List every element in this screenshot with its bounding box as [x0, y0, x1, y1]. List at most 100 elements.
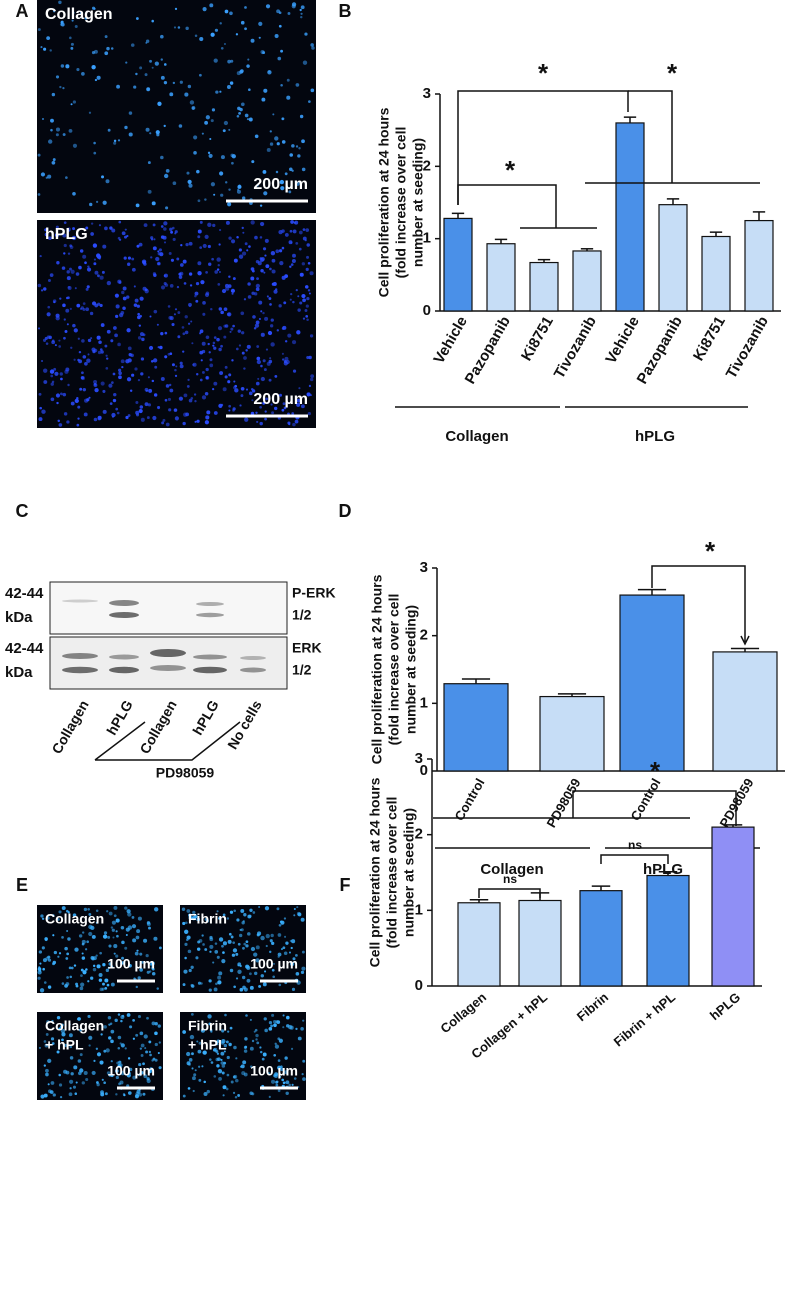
- nucleus: [184, 315, 188, 319]
- nucleus: [152, 223, 156, 227]
- nucleus: [220, 310, 224, 315]
- nucleus: [116, 84, 120, 89]
- nucleus: [67, 937, 71, 941]
- nucleus: [267, 70, 272, 75]
- nucleus: [196, 917, 201, 922]
- nucleus: [194, 914, 198, 919]
- nucleus: [304, 285, 309, 289]
- nucleus: [290, 263, 294, 266]
- nucleus: [265, 348, 269, 351]
- nucleus: [245, 388, 249, 391]
- nucleus: [126, 1073, 131, 1078]
- nucleus: [284, 935, 287, 938]
- nucleus: [92, 243, 98, 248]
- nucleus: [74, 287, 77, 290]
- y-tick-label: 2: [415, 826, 423, 843]
- nucleus: [189, 1034, 195, 1040]
- significance-label: ns: [628, 838, 642, 852]
- nucleus: [222, 913, 226, 917]
- nucleus: [157, 252, 161, 256]
- nucleus: [105, 354, 108, 357]
- nucleus: [266, 295, 269, 298]
- nucleus: [153, 309, 158, 314]
- nucleus: [94, 270, 99, 275]
- nucleus: [235, 977, 239, 980]
- nucleus: [256, 277, 259, 281]
- nucleus: [264, 316, 269, 321]
- nucleus: [191, 105, 196, 110]
- nucleus: [205, 367, 209, 372]
- nucleus: [96, 335, 101, 340]
- nucleus: [238, 248, 242, 252]
- nucleus: [178, 396, 184, 401]
- nucleus: [194, 291, 199, 296]
- nucleus: [237, 106, 241, 111]
- nucleus: [140, 1070, 144, 1075]
- nucleus: [221, 1071, 225, 1075]
- nucleus: [225, 220, 230, 225]
- nucleus: [295, 972, 300, 976]
- nucleus: [251, 291, 255, 295]
- nucleus: [148, 1069, 152, 1074]
- nucleus: [309, 394, 312, 397]
- nucleus: [223, 1043, 228, 1048]
- nucleus: [141, 337, 145, 342]
- nucleus: [253, 292, 258, 296]
- nucleus: [99, 275, 104, 280]
- nucleus: [269, 939, 273, 943]
- nucleus: [295, 1027, 298, 1031]
- nucleus: [186, 935, 191, 940]
- nucleus: [106, 983, 110, 987]
- nucleus: [236, 114, 240, 118]
- nucleus: [150, 961, 155, 966]
- nucleus: [263, 88, 268, 93]
- nucleus: [198, 1065, 201, 1068]
- nucleus: [119, 1065, 123, 1069]
- nucleus: [136, 929, 141, 934]
- nucleus: [147, 189, 152, 194]
- nucleus: [266, 147, 271, 152]
- nucleus: [62, 133, 66, 137]
- nucleus: [157, 262, 161, 266]
- nucleus: [80, 968, 84, 972]
- nucleus: [88, 924, 93, 930]
- nucleus: [300, 5, 305, 10]
- nucleus: [255, 1038, 258, 1041]
- nucleus: [86, 940, 90, 944]
- nucleus: [153, 358, 158, 363]
- nucleus: [305, 304, 309, 308]
- nucleus: [205, 376, 209, 380]
- nucleus: [290, 1047, 294, 1050]
- nucleus: [197, 261, 202, 266]
- scale-label: 100 µm: [250, 1063, 298, 1079]
- nucleus: [200, 280, 205, 285]
- nucleus: [115, 1069, 119, 1073]
- nucleus: [123, 256, 127, 260]
- nucleus: [310, 88, 315, 93]
- nucleus: [133, 303, 138, 307]
- nucleus: [204, 948, 208, 951]
- significance-bracket: [651, 565, 750, 646]
- nucleus: [199, 332, 202, 335]
- nucleus: [114, 1018, 118, 1023]
- nucleus: [285, 1015, 290, 1020]
- nucleus: [248, 972, 252, 976]
- nucleus: [241, 921, 245, 925]
- nucleus: [193, 135, 198, 140]
- nucleus: [108, 1036, 112, 1040]
- nucleus: [234, 1096, 238, 1099]
- nucleus: [78, 934, 83, 938]
- nucleus: [140, 1054, 144, 1057]
- nucleus: [123, 1093, 126, 1097]
- nucleus: [65, 957, 69, 960]
- nucleus: [70, 269, 75, 274]
- nucleus: [79, 986, 84, 991]
- nucleus: [278, 11, 282, 15]
- nucleus: [210, 1061, 214, 1064]
- nucleus: [231, 161, 234, 165]
- nucleus: [302, 298, 306, 303]
- nucleus: [193, 151, 197, 155]
- nucleus: [274, 374, 278, 378]
- nucleus: [278, 304, 282, 308]
- nucleus: [199, 220, 203, 224]
